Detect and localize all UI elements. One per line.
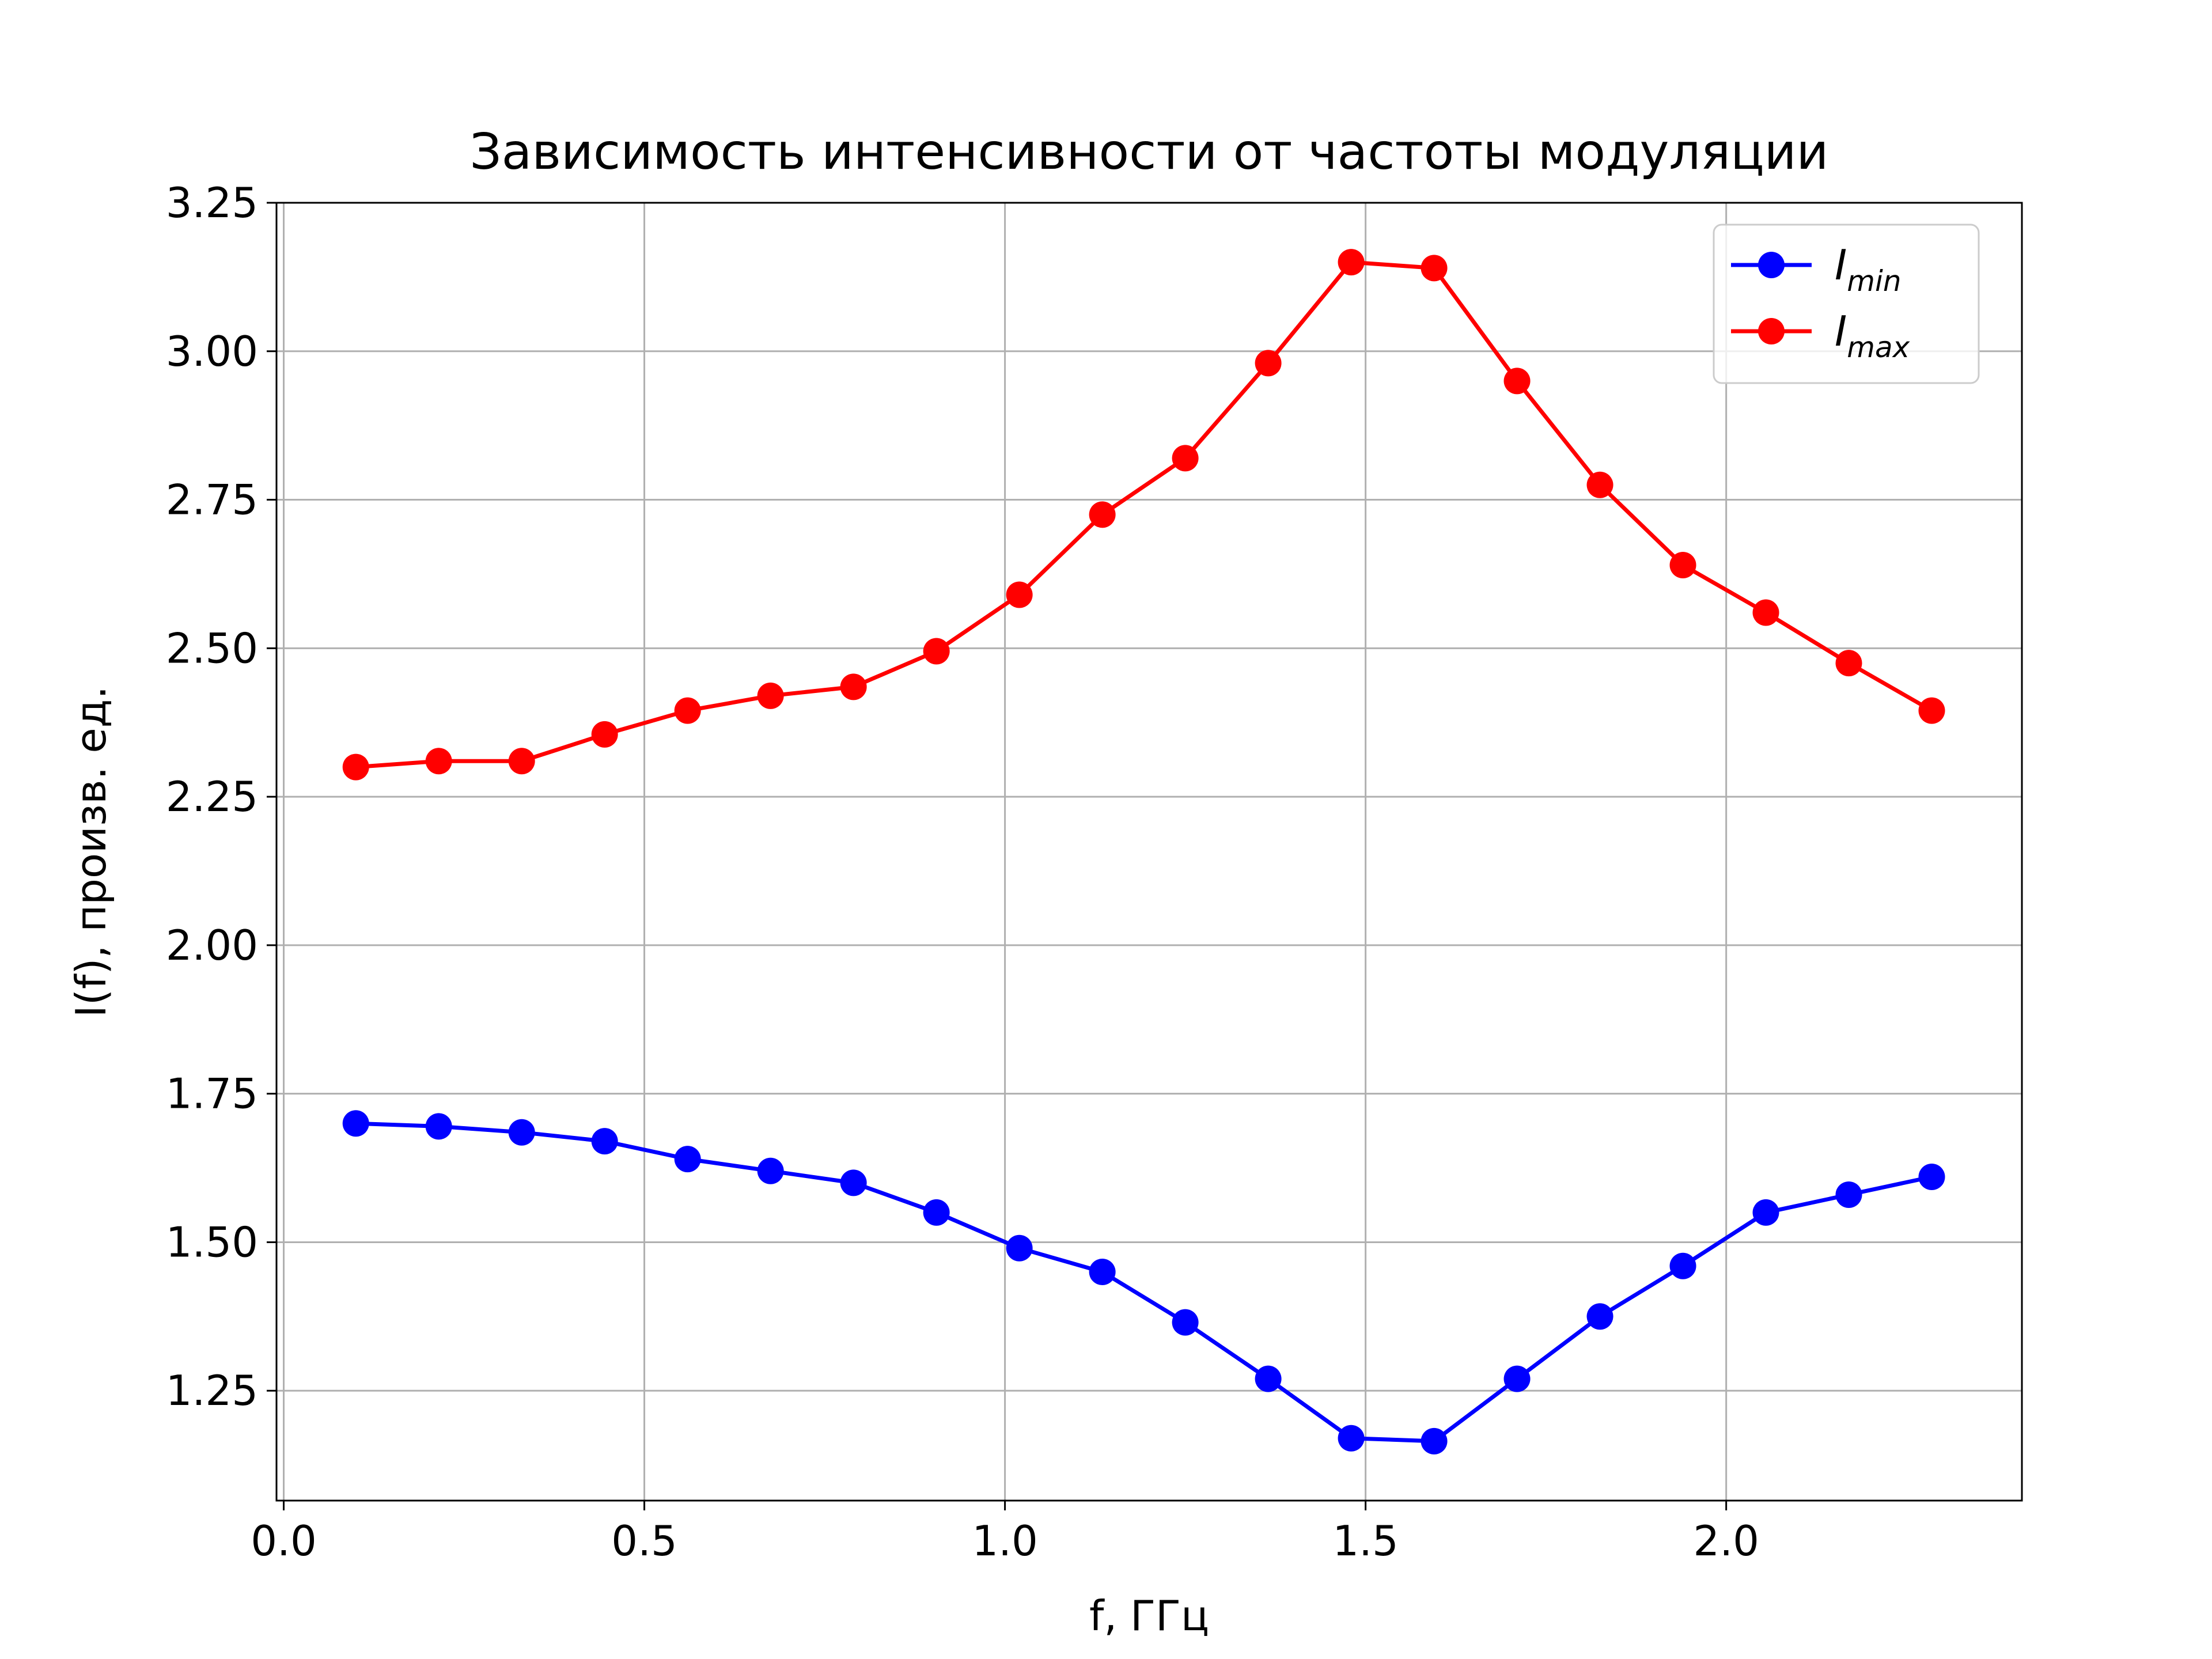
series-line [355,260,1933,770]
data-point [1918,697,1945,724]
data-point [1835,650,1862,677]
data-point [1586,471,1613,498]
legend-label-subscript: min [1847,264,1901,298]
data-point [1255,350,1282,377]
data-point [508,1119,535,1146]
series-i-min [342,1110,1945,1455]
x-tick-label: 0.0 [251,1517,317,1565]
y-tick-label: 1.25 [166,1366,258,1415]
x-axis-ticks: 0.0 0.5 1.0 1.5 2.0 [251,1501,1759,1565]
x-tick-label: 1.0 [972,1517,1038,1565]
data-point [1669,551,1696,578]
y-tick-label: 1.50 [166,1218,258,1266]
x-tick-label: 2.0 [1693,1517,1759,1565]
legend-label: Imax [1835,307,1910,364]
data-point [425,748,452,775]
data-point [923,638,950,665]
data-point [1421,1427,1448,1455]
data-point [1503,1365,1531,1392]
x-tick-label: 0.5 [611,1517,677,1565]
data-point [1089,501,1116,528]
data-point [1752,1199,1779,1226]
data-point [1172,445,1199,472]
data-point [674,1146,701,1173]
legend-label-main: I [1835,307,1847,355]
legend-marker [1758,252,1785,278]
data-point [1586,1303,1613,1330]
y-tick-label: 2.75 [166,476,258,524]
y-axis-ticks: 1.25 1.50 1.75 2.00 2.25 2.50 2.75 3.00 3.25 [166,179,276,1415]
y-tick-label: 2.00 [166,921,258,969]
data-point [757,682,784,709]
data-point [923,1199,950,1226]
legend-label: Imin [1835,241,1902,298]
data-point [674,697,701,724]
chart-title: Зависимость интенсивности от частоты мод… [470,123,1829,181]
data-point [1835,1181,1862,1208]
y-tick-label: 2.25 [166,772,258,821]
data-point [1338,249,1365,276]
y-tick-label: 1.75 [166,1070,258,1118]
data-point [1006,1234,1033,1262]
x-tick-label: 1.5 [1332,1517,1399,1565]
x-axis-label: f, ГГц [1089,1592,1209,1640]
legend-label-main: I [1835,241,1847,289]
legend-label-subscript: max [1847,331,1910,364]
data-point [342,753,369,781]
data-point [1172,1309,1199,1336]
y-tick-label: 3.25 [166,179,258,227]
data-point [508,748,535,775]
data-point [840,1169,867,1196]
data-point [1338,1425,1365,1452]
data-point [1669,1252,1696,1279]
data-point [840,673,867,700]
data-point [1503,368,1531,395]
series-layer [342,249,1945,1455]
data-point [342,1110,369,1137]
y-tick-label: 3.00 [166,327,258,376]
data-point [1421,255,1448,282]
legend-item-i-max: Imax [1731,307,1910,364]
plot-frame [275,202,2023,1502]
legend-marker [1758,318,1785,344]
series-i-max [342,249,1945,781]
data-point [425,1113,452,1140]
data-point [1006,581,1033,608]
data-point [1255,1365,1282,1392]
data-point [1918,1164,1945,1191]
y-tick-label: 2.50 [166,624,258,672]
data-point [591,1128,618,1155]
data-point [591,721,618,748]
data-point [1752,599,1779,626]
data-point [757,1157,784,1184]
data-point [1089,1259,1116,1286]
legend-item-i-min: Imin [1731,241,1902,298]
y-axis-label: I(f), произв. ед. [67,686,115,1018]
series-line [355,1121,1933,1444]
